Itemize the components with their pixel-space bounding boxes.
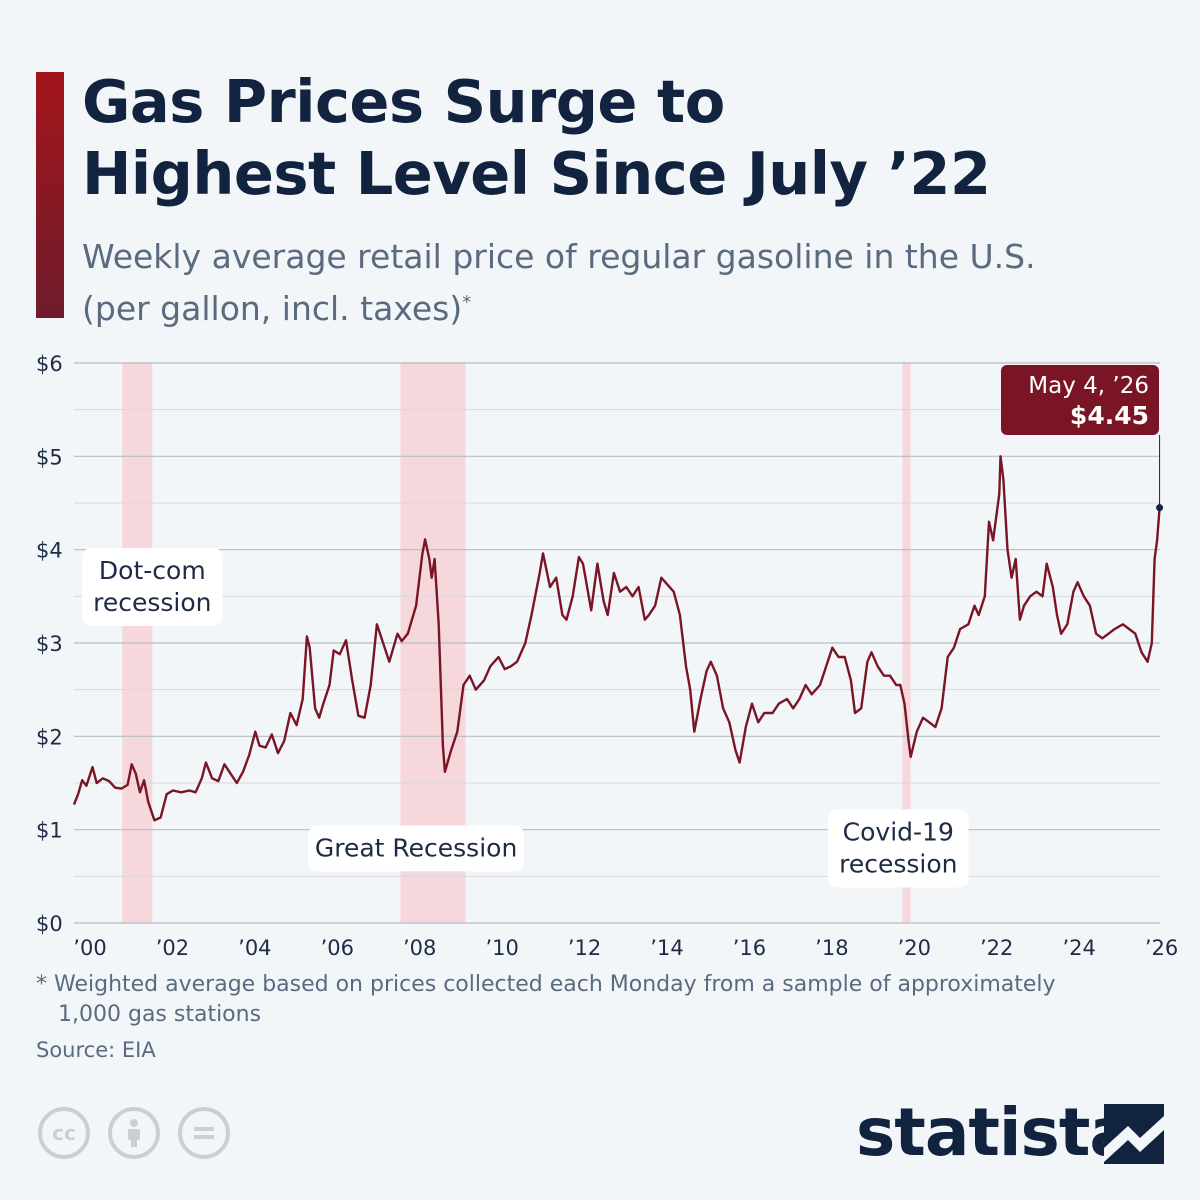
footnote-line-1: * Weighted average based on prices colle… [36,972,1056,997]
cc-icon-label: cc [52,1121,76,1145]
recession-label-0-line-1: recession [93,588,211,617]
callout-date: May 4, ’26 [1028,373,1149,399]
subtitle-line-2: (per gallon, incl. taxes) [82,289,463,328]
subtitle-line-2-wrap: (per gallon, incl. taxes)* [82,280,1036,332]
callout-value: $4.45 [1070,401,1149,430]
equals-glyph [194,1127,214,1139]
x-tick-label-2020: ’20 [898,936,931,960]
gas-price-chart: $0 $1 $2 $3 $4 $5 $6 ’00 ’02 ’04 ’06 ’08 ’10 ’12 ’14 ’1… [36,352,1178,960]
y-tick-label-3: $3 [36,632,63,656]
no-derivatives-icon[interactable] [178,1107,230,1159]
y-tick-label-2: $2 [36,725,63,749]
license-icons: cc [38,1107,230,1159]
callout-box [1001,365,1159,435]
callout-point [1156,504,1164,512]
source-text: Source: EIA [36,1038,156,1062]
recession-label-0-line-0: Dot-com [99,556,206,585]
title-accent-bar [36,72,64,318]
recession-label-2-line-0: Covid-19 [843,817,954,846]
price-series-line [72,455,1161,822]
y-tick-label-1: $1 [36,819,63,843]
statista-logo-icon[interactable] [1104,1104,1164,1164]
y-tick-label-6: $6 [36,352,63,376]
cc-icon[interactable]: cc [38,1107,90,1159]
page-title: Gas Prices Surge to Highest Level Since … [82,66,991,210]
x-tick-label-2004: ’04 [238,936,271,960]
attribution-icon[interactable] [108,1107,160,1159]
x-tick-label-2026: ’26 [1145,936,1178,960]
subtitle-footnote-mark: * [462,292,472,313]
y-tick-label-5: $5 [36,445,63,469]
x-tick-label-2000: ’00 [73,936,106,960]
x-tick-label-2012: ’12 [568,936,601,960]
y-tick-label-0: $0 [36,912,63,936]
title-line-2: Highest Level Since July ’22 [82,139,991,208]
x-tick-label-2006: ’06 [321,936,354,960]
y-tick-label-4: $4 [36,539,63,563]
recession-label-1-line-0: Great Recession [315,833,517,862]
chart-subtitle: Weekly average retail price of regular g… [82,234,1036,332]
x-tick-label-2016: ’16 [733,936,766,960]
x-tick-label-2010: ’10 [485,936,518,960]
x-tick-label-2024: ’24 [1062,936,1095,960]
title-line-1: Gas Prices Surge to [82,67,725,136]
x-tick-label-2002: ’02 [156,936,189,960]
attribution-person-glyph [128,1119,140,1147]
recession-label-box-2 [828,809,969,888]
footnote-line-2: 1,000 gas stations [58,1002,262,1027]
subtitle-line-1: Weekly average retail price of regular g… [82,237,1036,276]
x-tick-label-2008: ’08 [403,936,436,960]
x-tick-label-2022: ’22 [980,936,1013,960]
recession-label-box-1 [308,825,524,872]
x-tick-label-2014: ’14 [650,936,683,960]
footnote: * Weighted average based on prices colle… [36,970,1056,1030]
x-tick-label-2018: ’18 [815,936,848,960]
recession-label-box-0 [82,548,223,626]
statista-logo-text[interactable]: statista [856,1094,1134,1171]
recession-label-2-line-1: recession [839,849,957,878]
